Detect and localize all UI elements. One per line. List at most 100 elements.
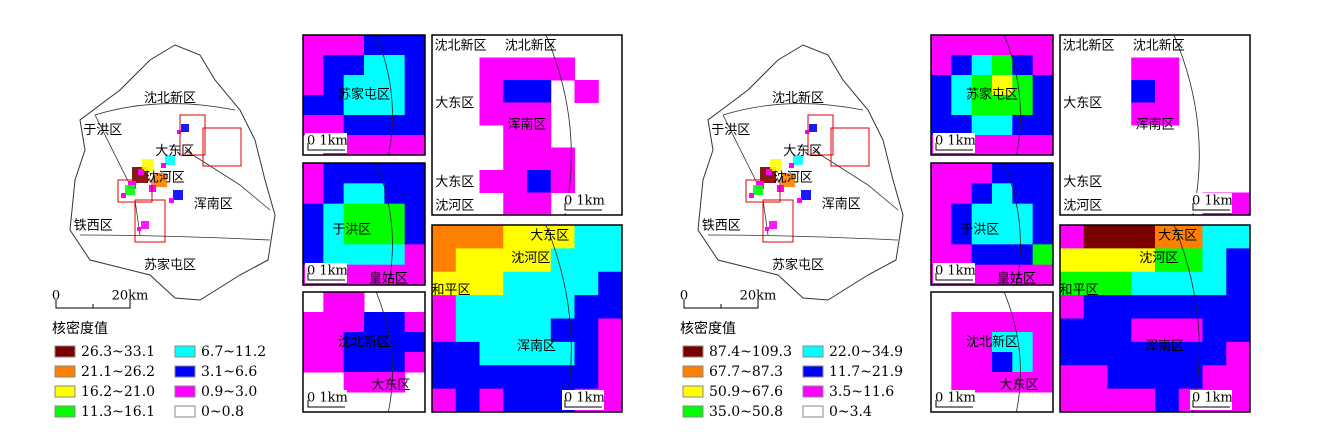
density-cell (323, 163, 345, 184)
density-cell (1012, 312, 1034, 333)
legend-label: 87.4~109.3 (709, 344, 792, 360)
density-cell (1012, 115, 1034, 136)
density-cell (574, 271, 599, 296)
density-cell (384, 95, 406, 116)
density-cell (971, 35, 993, 56)
scale-bar (683, 300, 759, 309)
density-cell (503, 192, 528, 216)
scale-bar (307, 400, 345, 408)
district-label: 皇姑区 (997, 271, 1036, 286)
density-cell (1226, 225, 1251, 249)
density-cell (364, 95, 385, 116)
district-label: 苏家屯区 (966, 87, 1018, 103)
legend-swatch (174, 405, 196, 418)
legend-swatch (682, 405, 704, 418)
density-cell (527, 80, 552, 103)
density-cell (343, 332, 365, 353)
district-label: 苏家屯区 (144, 257, 196, 273)
density-cell (527, 125, 552, 148)
density-cell (1032, 135, 1054, 156)
district-label: 和平区 (431, 283, 470, 298)
density-cell (455, 271, 480, 296)
density-cell (1032, 75, 1054, 96)
density-cell (364, 203, 385, 225)
density-cell (432, 388, 457, 413)
scale-bg (305, 133, 347, 153)
district-label: 沈河区 (1139, 251, 1178, 266)
density-cell (323, 95, 345, 116)
density-cell (1155, 295, 1180, 319)
density-cell (598, 388, 623, 413)
district-label: 大东区 (435, 96, 474, 111)
district-label: 沈北新区 (772, 90, 824, 106)
district-label: 沈河区 (1063, 199, 1102, 214)
legend-swatch (54, 365, 76, 378)
density-cell (455, 295, 480, 319)
density-cell (971, 203, 993, 225)
density-cell (384, 312, 406, 333)
district-label: 于洪区 (83, 123, 122, 138)
density-cell (992, 95, 1013, 116)
inset-box (762, 199, 794, 243)
scale-bg (562, 390, 604, 410)
density-cell (992, 312, 1013, 333)
density-cell (364, 244, 385, 266)
density-cell (432, 271, 457, 296)
district-label: 于洪区 (332, 223, 371, 238)
inset-frame (431, 34, 623, 216)
scale-bar (55, 300, 131, 309)
density-cell (303, 35, 324, 56)
density-cell (364, 312, 385, 333)
density-cell (303, 224, 324, 245)
district-label: 大东区 (999, 378, 1038, 393)
district-label: 和平区 (1059, 283, 1098, 298)
scale-bar (935, 143, 973, 151)
legend-label: 3.1~6.6 (201, 364, 257, 380)
density-cell (527, 57, 552, 81)
density-cell (364, 332, 385, 353)
density-cell (550, 271, 575, 296)
district-label: 大东区 (530, 229, 569, 244)
district-boundary (79, 103, 271, 241)
legend-swatch (802, 345, 824, 358)
density-cell (1107, 248, 1132, 273)
density-cell (1060, 341, 1085, 366)
scale-label: 0 1km (1192, 391, 1233, 406)
density-cell (479, 318, 504, 343)
density-cell (971, 135, 993, 156)
scale-bar (564, 400, 602, 408)
density-cell (1107, 365, 1132, 390)
density-cell (1012, 244, 1034, 266)
density-cell (503, 341, 528, 366)
district-label: 沈河区 (774, 171, 813, 186)
density-cell (343, 55, 365, 76)
hotspot (177, 130, 181, 134)
density-cell (971, 264, 993, 286)
scale-label: 0 1km (564, 194, 605, 209)
density-cell (303, 55, 324, 76)
density-cell (479, 271, 504, 296)
scale-label: 0 1km (307, 391, 348, 406)
district-label: 铁西区 (74, 218, 113, 233)
scale-bar (307, 143, 345, 151)
density-cell (343, 115, 365, 136)
density-cell (1083, 388, 1108, 413)
density-cell (503, 248, 528, 273)
density-cell (951, 115, 973, 136)
density-cell (931, 55, 952, 76)
hotspot (769, 221, 777, 229)
scale-label: 20km (740, 289, 777, 304)
density-cell (1032, 35, 1054, 56)
density-cell (323, 332, 345, 353)
density-cell (574, 295, 599, 319)
density-cell (951, 55, 973, 76)
density-cell (1202, 271, 1227, 296)
density-cell (1032, 163, 1054, 184)
density-cell (598, 318, 623, 343)
density-cell (527, 248, 552, 273)
legend-swatch (682, 345, 704, 358)
density-cell (992, 55, 1013, 76)
density-cell (1178, 341, 1203, 366)
inset-frame (1059, 224, 1251, 413)
density-cell (1060, 271, 1085, 296)
